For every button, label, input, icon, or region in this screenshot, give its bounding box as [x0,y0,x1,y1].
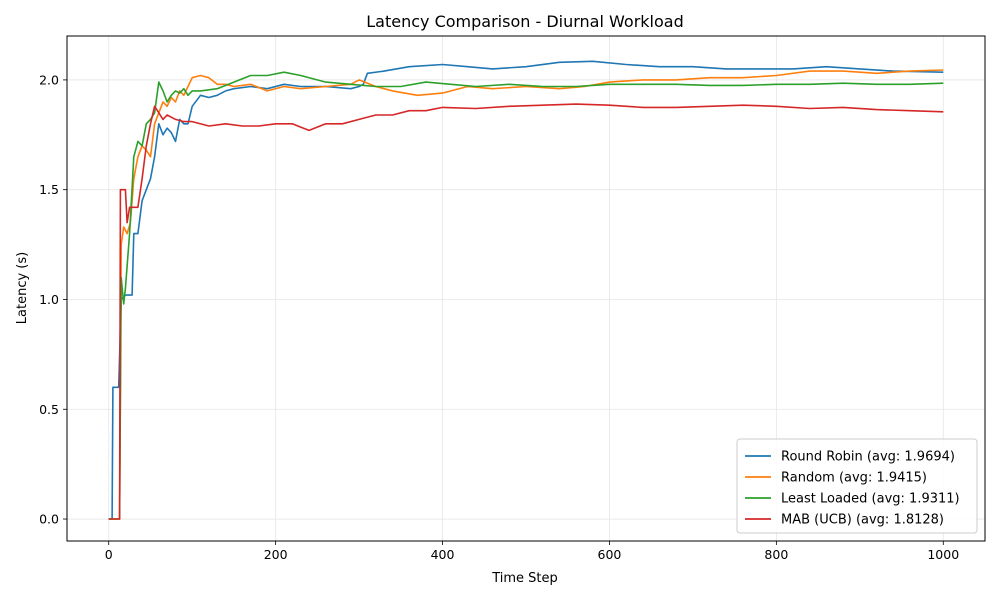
y-tick-label: 1.0 [39,292,59,307]
legend-label: Least Loaded (avg: 1.9311) [781,492,960,507]
legend: Round Robin (avg: 1.9694) Random (avg: 1.… [736,438,978,534]
series-lines [108,60,944,520]
series-line-0 [108,60,944,520]
y-axis-title: Latency (s) [15,252,30,324]
plot-frame [66,35,986,542]
y-tick-label: 2.0 [39,72,59,87]
x-tick-label: 600 [598,547,622,562]
x-tick-label: 200 [264,547,288,562]
series-line-3 [108,103,944,520]
y-tick-label: 0.0 [39,512,59,527]
x-tick-label: 400 [431,547,455,562]
axis-ticks: 0 200 400 600 800 1000 0.0 0.5 1.0 1.5 2.0 [39,72,959,562]
legend-label: Random (avg: 1.9415) [781,471,927,486]
legend-box [736,438,978,534]
y-tick-label: 1.5 [39,182,59,197]
x-tick-label: 800 [764,547,788,562]
series-line-2 [108,71,944,520]
chart-title: Latency Comparison - Diurnal Workload [366,12,683,31]
series-line-1 [108,69,944,520]
legend-label: MAB (UCB) (avg: 1.8128) [781,513,944,528]
x-tick-label: 1000 [927,547,959,562]
x-tick-label: 0 [105,547,113,562]
y-tick-label: 0.5 [39,402,59,417]
grid [67,36,985,541]
legend-label: Round Robin (avg: 1.9694) [781,450,955,465]
x-axis-title: Time Step [491,571,558,586]
